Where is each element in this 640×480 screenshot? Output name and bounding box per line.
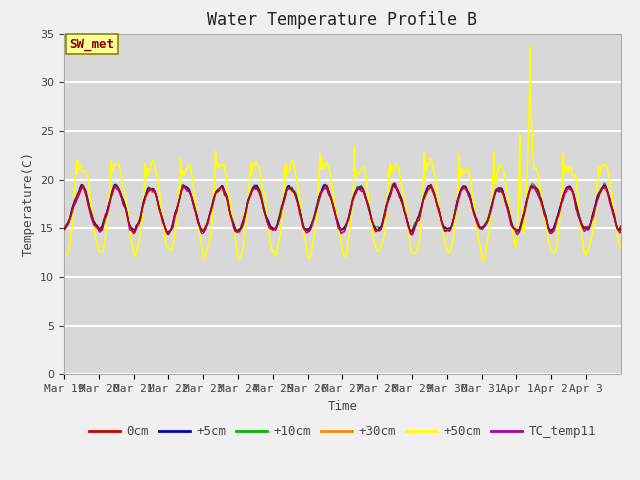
+10cm xyxy=(600,180,608,186)
0cm xyxy=(391,180,399,186)
+10cm xyxy=(318,187,326,192)
Title: Water Temperature Profile B: Water Temperature Profile B xyxy=(207,11,477,29)
+10cm xyxy=(514,229,522,235)
+30cm xyxy=(103,211,111,216)
+30cm xyxy=(617,228,625,234)
Line: +50cm: +50cm xyxy=(64,47,621,260)
0cm xyxy=(126,223,134,228)
+30cm xyxy=(308,223,316,229)
+50cm xyxy=(526,44,534,50)
+50cm xyxy=(617,246,625,252)
+5cm xyxy=(60,226,68,231)
+30cm xyxy=(547,230,555,236)
0cm xyxy=(378,226,385,231)
+10cm xyxy=(60,225,68,230)
TC_temp11 xyxy=(377,226,385,232)
0cm xyxy=(103,209,111,215)
Line: +10cm: +10cm xyxy=(64,183,621,232)
+5cm xyxy=(297,211,305,217)
Line: +30cm: +30cm xyxy=(64,184,621,233)
0cm xyxy=(164,232,172,238)
+30cm xyxy=(318,189,326,195)
+30cm xyxy=(126,222,134,228)
+30cm xyxy=(60,226,68,231)
+10cm xyxy=(308,220,316,226)
TC_temp11 xyxy=(460,183,467,189)
Line: TC_temp11: TC_temp11 xyxy=(64,186,621,235)
+50cm xyxy=(308,247,316,253)
+5cm xyxy=(308,220,316,226)
+50cm xyxy=(103,217,111,223)
0cm xyxy=(60,227,68,233)
TC_temp11 xyxy=(126,227,134,233)
TC_temp11 xyxy=(318,190,326,195)
+5cm xyxy=(390,181,398,187)
+50cm xyxy=(126,228,134,233)
+50cm xyxy=(60,246,68,252)
TC_temp11 xyxy=(103,212,111,217)
0cm xyxy=(297,211,305,217)
X-axis label: Time: Time xyxy=(328,400,357,413)
Text: SW_met: SW_met xyxy=(70,37,115,50)
+5cm xyxy=(163,230,171,236)
Line: +5cm: +5cm xyxy=(64,184,621,233)
+10cm xyxy=(126,223,134,228)
+10cm xyxy=(103,208,111,214)
+30cm xyxy=(296,209,304,215)
+10cm xyxy=(617,226,625,231)
Line: 0cm: 0cm xyxy=(64,183,621,235)
+50cm xyxy=(318,159,326,165)
+5cm xyxy=(103,208,111,214)
+50cm xyxy=(296,202,304,207)
Y-axis label: Temperature(C): Temperature(C) xyxy=(22,152,35,256)
+30cm xyxy=(377,225,385,230)
+10cm xyxy=(377,224,385,229)
+5cm xyxy=(318,186,326,192)
0cm xyxy=(308,219,316,225)
TC_temp11 xyxy=(60,226,68,232)
TC_temp11 xyxy=(408,232,416,238)
TC_temp11 xyxy=(617,228,625,234)
+30cm xyxy=(390,181,397,187)
+50cm xyxy=(377,245,385,251)
Legend: 0cm, +5cm, +10cm, +30cm, +50cm, TC_temp11: 0cm, +5cm, +10cm, +30cm, +50cm, TC_temp1… xyxy=(84,420,601,443)
+5cm xyxy=(126,222,134,228)
0cm xyxy=(318,188,326,193)
TC_temp11 xyxy=(308,224,316,229)
+5cm xyxy=(617,227,625,232)
+10cm xyxy=(296,209,304,215)
+5cm xyxy=(378,224,385,229)
+50cm xyxy=(479,257,487,263)
0cm xyxy=(617,223,625,229)
TC_temp11 xyxy=(296,213,304,219)
